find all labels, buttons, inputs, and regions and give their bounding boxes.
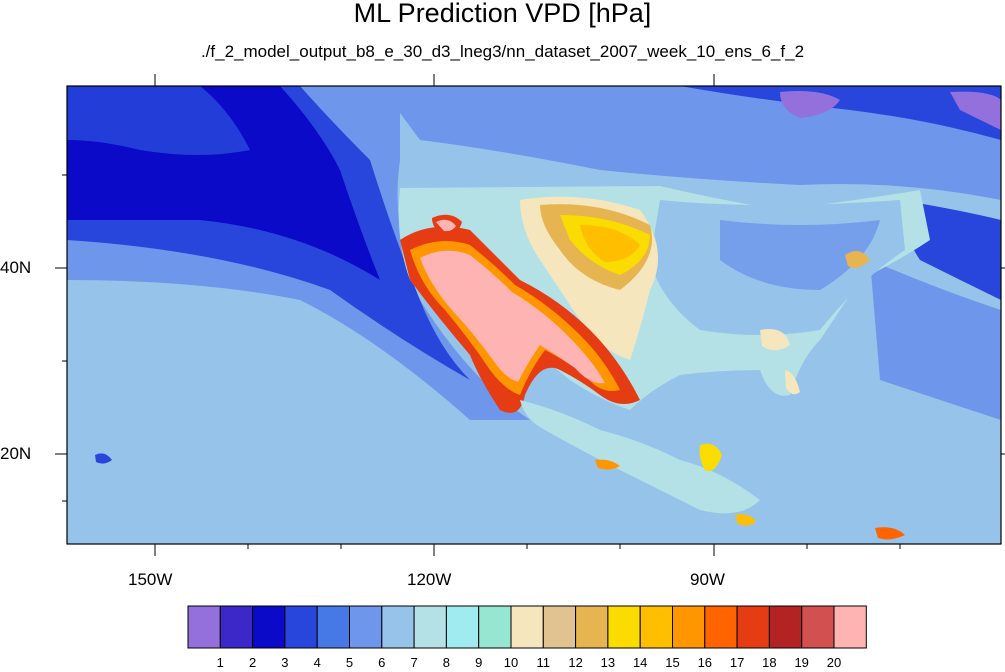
colorbar-swatch	[381, 605, 415, 649]
colorbar-swatch	[801, 605, 835, 649]
pacific-nw	[67, 86, 250, 155]
colorbar-label: 2	[248, 655, 257, 670]
plot-subtitle: ./f_2_model_output_b8_e_30_d3_lneg3/nn_d…	[200, 42, 805, 61]
hudson-band	[680, 86, 1001, 140]
colorbar-swatch	[187, 605, 221, 649]
colorbar-swatch	[639, 605, 674, 649]
colorbar-swatch	[316, 605, 351, 649]
lon-label-90w: 90W	[690, 570, 725, 589]
colorbar-label: 11	[536, 655, 551, 670]
colorbar-label: 7	[410, 655, 418, 670]
colorbar-swatch	[607, 605, 641, 649]
colorbar-label: 16	[697, 655, 713, 670]
colorbar-label: 1	[216, 655, 224, 670]
colorbar-label: 8	[442, 655, 450, 670]
colorbar-label: 18	[762, 655, 777, 670]
colorbar-swatch	[445, 605, 480, 649]
plot-frame	[66, 85, 1002, 545]
colorbar-label: 9	[475, 655, 483, 670]
colorbar-swatch	[510, 605, 544, 649]
plot-title: ML Prediction VPD [hPa]	[353, 0, 652, 28]
colorbar-label: 5	[345, 655, 354, 670]
colorbar-label: 10	[503, 655, 519, 670]
colorbar-label: 17	[729, 655, 745, 670]
colorbar-label: 14	[632, 655, 648, 670]
colorbar-swatch	[284, 605, 318, 649]
colorbar-swatch	[833, 605, 867, 649]
colorbar-label: 12	[568, 655, 583, 670]
colorbar-label: 15	[665, 655, 680, 670]
colorbar-label: 20	[826, 655, 842, 670]
colorbar-label: 3	[281, 655, 289, 670]
colorbar-swatch	[252, 605, 286, 649]
colorbar-swatch	[413, 605, 447, 649]
colorbar-label: 13	[600, 655, 616, 670]
colorbar-swatch	[219, 605, 254, 649]
mexico-land	[520, 400, 760, 514]
map-field	[67, 86, 1001, 544]
lat-label-20n: 20N	[0, 444, 32, 463]
colorbar-swatch	[736, 605, 770, 649]
canada-band	[380, 86, 1001, 200]
atlantic-mid	[870, 260, 1001, 420]
colorbar-label: 19	[794, 655, 809, 670]
hudson-purple	[780, 91, 840, 118]
colorbar-swatch	[672, 605, 706, 649]
lon-label-150w: 150W	[128, 570, 173, 589]
colorbar-swatch	[542, 605, 577, 649]
sw-pink	[420, 250, 605, 384]
colorbar-label: 6	[378, 655, 386, 670]
colorbar-swatch	[768, 605, 803, 649]
lat-label-40n: 40N	[0, 258, 32, 277]
colorbar-swatch	[575, 605, 609, 649]
lon-label-120w: 120W	[407, 570, 452, 589]
colorbar-swatch	[704, 605, 738, 649]
colorbar-swatch	[349, 605, 383, 649]
colorbar-label: 4	[313, 655, 321, 670]
axis-ticks	[55, 74, 1005, 556]
colorbar-swatch	[478, 605, 512, 649]
